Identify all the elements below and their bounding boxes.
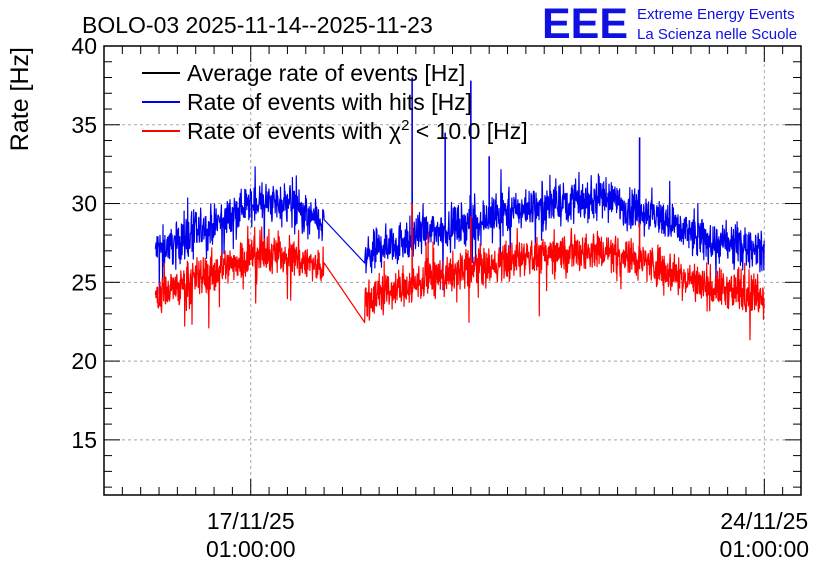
y-tick-label: 40 — [71, 33, 97, 59]
y-tick-label: 30 — [71, 191, 97, 217]
eee-logo-mark: EEE — [542, 0, 628, 48]
chart-title: BOLO-03 2025-11-14--2025-11-23 — [82, 12, 433, 38]
legend: Average rate of events [Hz] Rate of event… — [142, 60, 528, 144]
legend-label: Average rate of events [Hz] — [187, 60, 465, 86]
x-tick-date: 24/11/25 — [720, 508, 808, 534]
x-tick-time: 01:00:00 — [206, 536, 296, 562]
series-line — [154, 225, 765, 341]
y-tick-label: 15 — [71, 427, 97, 453]
x-tick-time: 01:00:00 — [720, 536, 810, 562]
logo-line-1: Extreme Energy Events — [637, 6, 795, 23]
y-tick-label: 20 — [71, 348, 97, 374]
y-tick-label: 35 — [71, 112, 97, 138]
series-line — [154, 166, 765, 294]
legend-label: Rate of events with χ2 < 10.0 [Hz] — [187, 117, 528, 144]
logo-line-2: La Scienza nelle Scuole — [637, 26, 797, 43]
legend-label: Rate of events with hits [Hz] — [187, 89, 472, 115]
eee-logo: EEE Extreme Energy Events La Scienza nel… — [542, 0, 797, 48]
x-tick-date: 17/11/25 — [207, 508, 295, 534]
y-tick-label: 25 — [71, 269, 97, 295]
data-series — [154, 77, 765, 341]
y-axis-label: Rate [Hz] — [6, 47, 34, 151]
axes: 15202530354017/11/2501:00:0024/11/2501:0… — [71, 33, 809, 562]
